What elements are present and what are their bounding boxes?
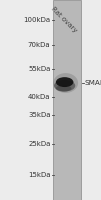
Text: 100kDa: 100kDa bbox=[23, 17, 50, 23]
Text: 35kDa: 35kDa bbox=[28, 112, 50, 118]
Bar bbox=[53, 0, 81, 200]
Ellipse shape bbox=[53, 73, 78, 93]
Text: Rat ovary: Rat ovary bbox=[50, 6, 78, 34]
Text: SMAD3: SMAD3 bbox=[85, 80, 101, 86]
Text: 70kDa: 70kDa bbox=[28, 42, 50, 48]
Text: 25kDa: 25kDa bbox=[28, 141, 50, 147]
Ellipse shape bbox=[54, 80, 75, 92]
Text: 15kDa: 15kDa bbox=[28, 172, 50, 178]
Ellipse shape bbox=[56, 85, 71, 92]
Text: 55kDa: 55kDa bbox=[28, 66, 50, 72]
Ellipse shape bbox=[56, 77, 73, 87]
Text: 40kDa: 40kDa bbox=[28, 94, 50, 100]
